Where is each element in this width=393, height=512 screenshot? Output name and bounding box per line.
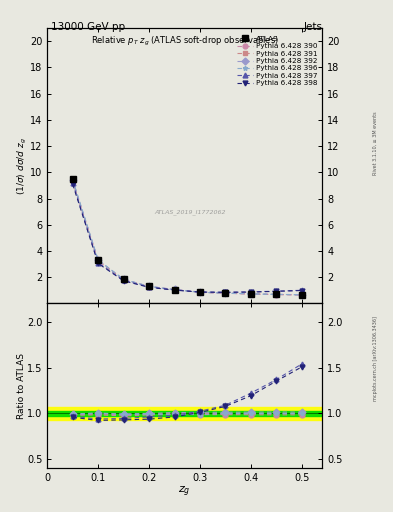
Text: mcplots.cern.ch [arXiv:1306.3436]: mcplots.cern.ch [arXiv:1306.3436] bbox=[373, 316, 378, 401]
Text: Jets: Jets bbox=[303, 22, 322, 32]
Text: Relative $p_T$ $z_g$ (ATLAS soft-drop observables): Relative $p_T$ $z_g$ (ATLAS soft-drop ob… bbox=[91, 35, 279, 48]
Bar bbox=[47, 407, 322, 420]
Text: ATLAS_2019_I1772062: ATLAS_2019_I1772062 bbox=[154, 210, 226, 216]
Legend: ATLAS, Pythia 6.428 390, Pythia 6.428 391, Pythia 6.428 392, Pythia 6.428 396, P: ATLAS, Pythia 6.428 390, Pythia 6.428 39… bbox=[235, 34, 319, 88]
Bar bbox=[47, 411, 322, 416]
Text: 13000 GeV pp: 13000 GeV pp bbox=[51, 22, 125, 32]
Y-axis label: $(1/\sigma)$ $d\sigma/d$ $z_g$: $(1/\sigma)$ $d\sigma/d$ $z_g$ bbox=[15, 137, 29, 195]
Y-axis label: Ratio to ATLAS: Ratio to ATLAS bbox=[17, 353, 26, 419]
X-axis label: $z_g$: $z_g$ bbox=[178, 485, 191, 499]
Text: Rivet 3.1.10, ≥ 3M events: Rivet 3.1.10, ≥ 3M events bbox=[373, 112, 378, 175]
